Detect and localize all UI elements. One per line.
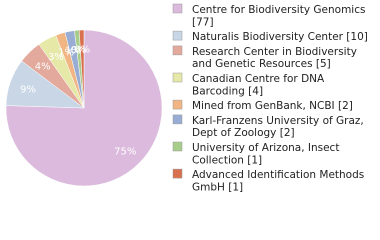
slice-label: 75%	[114, 147, 136, 158]
legend-label: Advanced Identification Methods GmbH [1]	[192, 169, 368, 193]
legend-swatch	[172, 168, 183, 179]
slice-label: 1%	[65, 46, 81, 57]
legend-label: Mined from GenBank, NCBI [2]	[192, 100, 353, 112]
legend-swatch	[172, 114, 183, 125]
legend-label: Naturalis Biodiversity Center [10]	[192, 31, 368, 43]
legend-label: Karl-Franzens University of Graz, Dept o…	[192, 115, 367, 139]
legend-swatch	[172, 3, 183, 14]
slice-label: 9%	[20, 84, 36, 95]
legend-swatch	[172, 45, 183, 56]
legend-swatch	[172, 72, 183, 83]
slice-label: 4%	[35, 61, 51, 72]
legend-label: University of Arizona, Insect Collection…	[192, 142, 343, 166]
legend-swatch	[172, 141, 183, 152]
legend-label: Canadian Centre for DNA Barcoding [4]	[192, 73, 328, 97]
slice-label: 3%	[48, 52, 64, 63]
legend-swatch	[172, 30, 183, 41]
legend-label: Research Center in Biodiversity and Gene…	[192, 46, 360, 70]
slice-label: 1%	[58, 48, 74, 59]
legend-swatch	[172, 99, 183, 110]
pie-slice	[78, 29, 85, 109]
slice-label: 0%	[74, 45, 90, 56]
slice-label: 0%	[71, 45, 87, 56]
legend-label: Centre for Biodiversity Genomics [77]	[192, 4, 369, 28]
